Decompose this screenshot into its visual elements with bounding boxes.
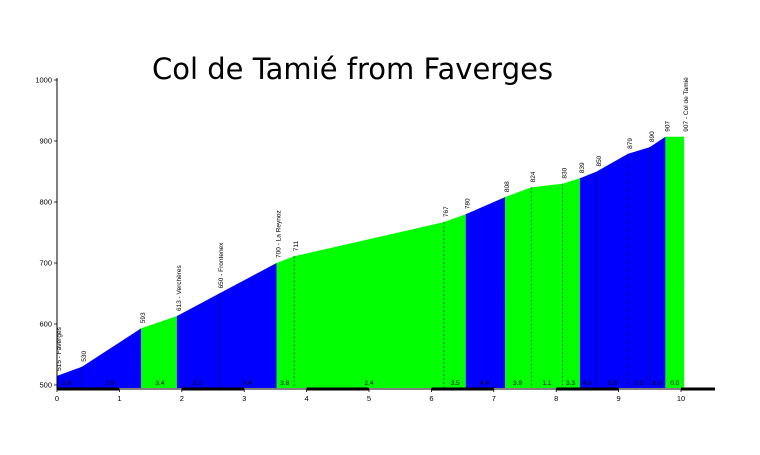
elevation-label: 700 - La Reynoz — [276, 210, 283, 258]
elevation-labels: 515 - Faverges 530 593 613 - Verchères 650 -… — [56, 77, 690, 371]
elevation-label: 824 — [530, 171, 537, 182]
grade-label: 1.1 — [542, 380, 551, 387]
x-tick-label: 6 — [429, 394, 433, 403]
segment-blue-2 — [176, 263, 277, 388]
grade-label: 5.4 — [243, 380, 252, 387]
x-tick-label: 0 — [55, 394, 59, 403]
x-tick-label: 8 — [554, 394, 558, 403]
segment-blue-0 — [57, 328, 142, 388]
x-tick-label: 5 — [367, 394, 371, 403]
x-tick-label: 2 — [180, 394, 184, 403]
axes: 500 600 700 800 900 1000 0 1 2 3 4 5 6 7 8 9 10 — [35, 76, 715, 403]
segment-green-1 — [141, 316, 177, 388]
grade-label: 4.4 — [480, 380, 489, 387]
elevation-label: 890 — [649, 131, 656, 142]
grade-label: 3.8 — [280, 380, 289, 387]
x-tick-label: 9 — [617, 394, 621, 403]
grade-label: 6.0 — [653, 380, 662, 387]
elevation-label: 907 - Col de Tamié — [683, 77, 690, 132]
grade-label: 0.0 — [670, 380, 679, 387]
segment-blue-4 — [465, 197, 506, 388]
segment-green-7 — [665, 136, 685, 388]
y-tick-label: 800 — [39, 198, 52, 207]
elevation-label: 808 — [504, 181, 511, 192]
grade-label: 3.4 — [155, 380, 164, 387]
segment-green-3 — [276, 214, 466, 388]
elevation-label: 907 — [664, 120, 671, 131]
y-tick-label: 600 — [39, 320, 52, 329]
elevation-label: 593 — [140, 312, 147, 323]
x-tick-label: 7 — [492, 394, 496, 403]
x-tick-label: 1 — [117, 394, 121, 403]
elevation-label: 839 — [579, 162, 586, 173]
grade-label: 4.0 — [583, 380, 592, 387]
chart-title: Col de Tamié from Faverges — [152, 52, 554, 86]
grade-labels: 3.8 3.9 3.4 5.2 5.4 3.8 2.4 3.5 4.4 3.9 1.1 3.3 4.0 5… — [62, 380, 680, 387]
x-tick-label: 10 — [677, 394, 685, 403]
grade-label: 3.9 — [513, 380, 522, 387]
elevation-label: 613 - Verchères — [176, 264, 183, 311]
x-tick-label: 4 — [305, 394, 309, 403]
y-tick-label: 1000 — [35, 76, 52, 85]
grade-label: 3.5 — [634, 380, 643, 387]
y-tick-label: 500 — [39, 381, 52, 390]
elevation-label: 530 — [81, 351, 88, 362]
grade-label: 3.3 — [566, 380, 575, 387]
y-tick-label: 700 — [39, 259, 52, 268]
grade-label: 5.8 — [608, 380, 617, 387]
elevation-label: 767 — [443, 206, 450, 217]
grade-label: 5.2 — [193, 380, 202, 387]
elevation-label: 650 - Frontenex — [218, 242, 225, 289]
grade-label: 3.9 — [106, 380, 115, 387]
segment-green-5 — [505, 178, 580, 388]
grade-label: 3.8 — [62, 380, 71, 387]
elevation-label: 830 — [561, 167, 568, 178]
grade-label: 3.5 — [451, 380, 460, 387]
segment-blue-6 — [579, 136, 666, 388]
elevation-label: 879 — [627, 138, 634, 149]
grade-label: 2.4 — [364, 380, 373, 387]
profile-areas — [57, 136, 685, 388]
elevation-label: 711 — [293, 241, 300, 252]
elevation-label: 780 — [465, 198, 472, 209]
elevation-label: 850 — [596, 155, 603, 166]
km-dividers — [81, 147, 651, 388]
y-tick-label: 900 — [39, 137, 52, 146]
elevation-label: 515 - Faverges — [56, 326, 63, 370]
x-tick-label: 3 — [242, 394, 246, 403]
